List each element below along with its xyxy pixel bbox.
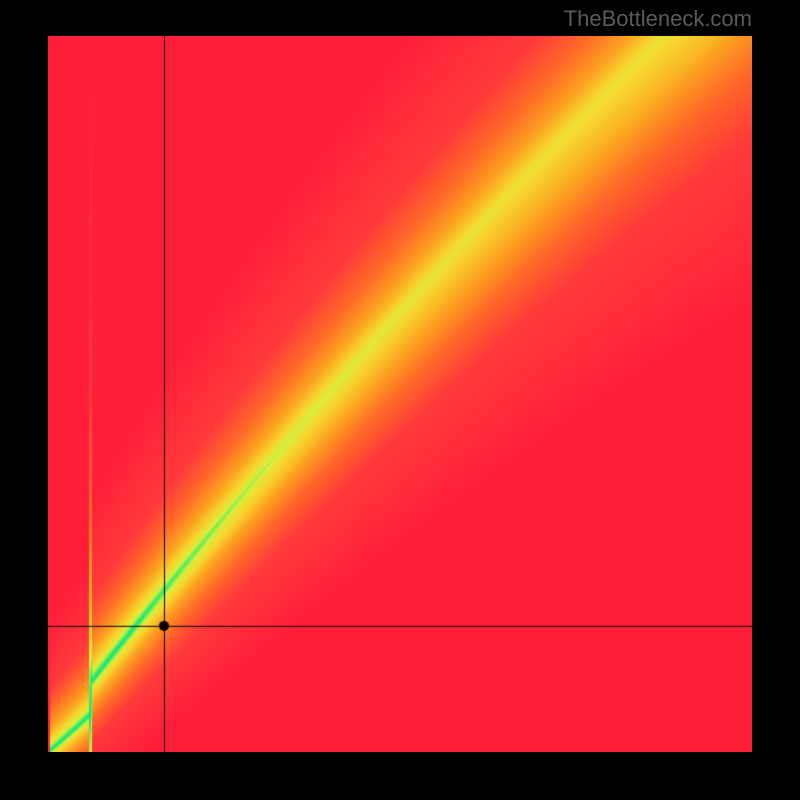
attribution-text: TheBottleneck.com — [564, 6, 752, 32]
bottleneck-heatmap — [48, 36, 752, 752]
heatmap-container — [48, 36, 752, 752]
